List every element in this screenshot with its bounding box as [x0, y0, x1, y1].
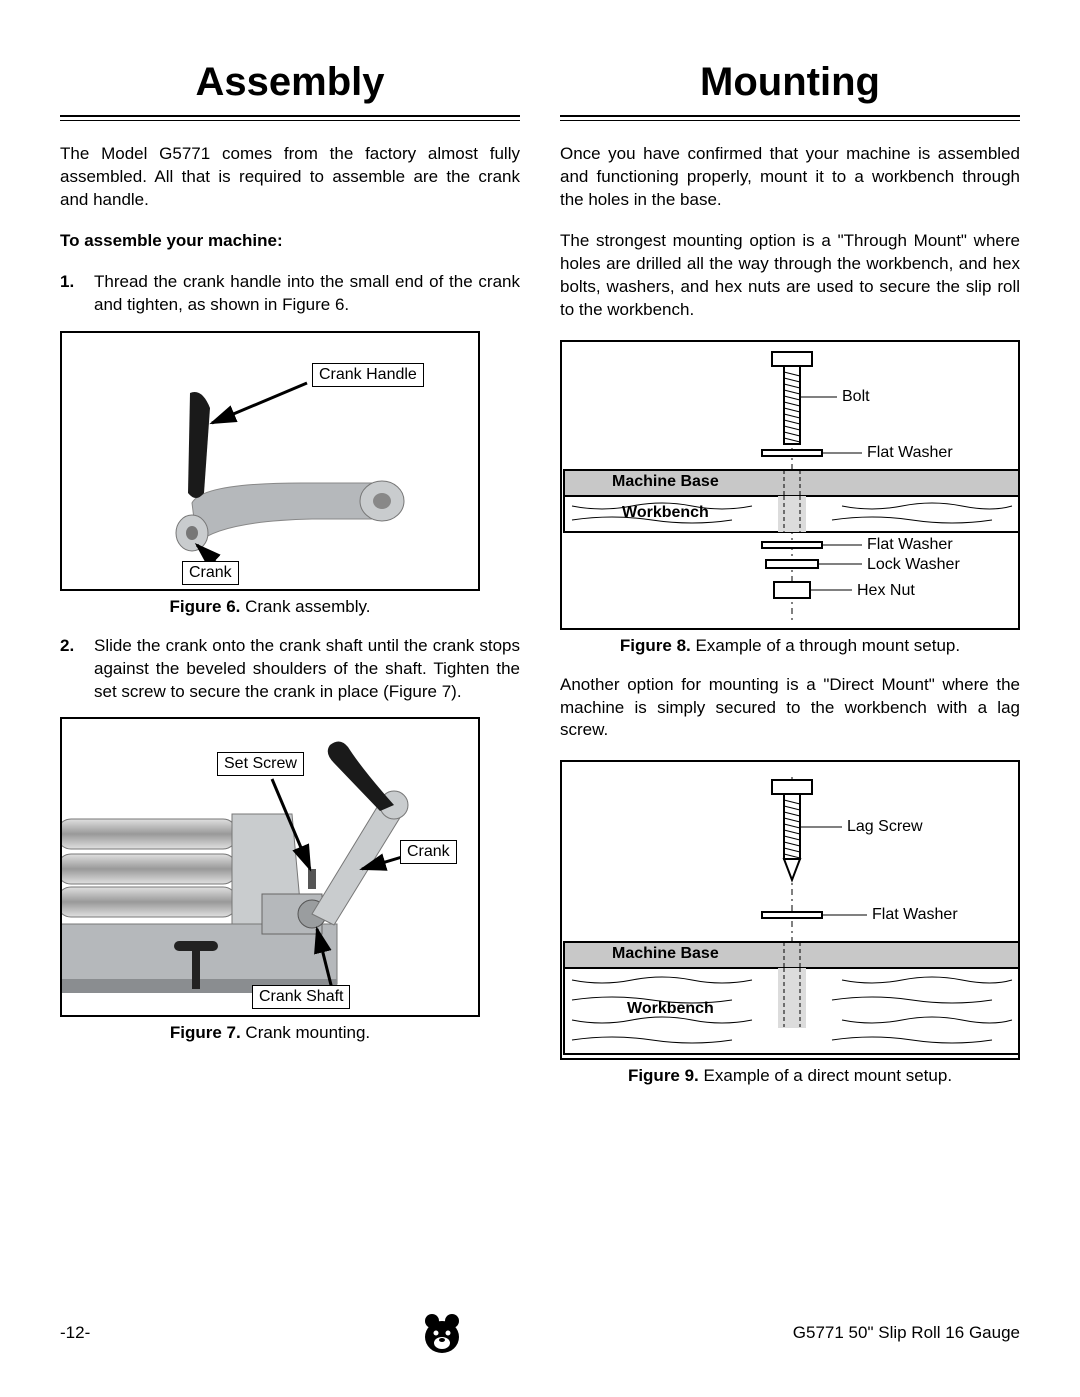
mounting-p3: Another option for mounting is a "Direct…	[560, 674, 1020, 743]
right-column: Mounting Once you have confirmed that yo…	[560, 60, 1020, 1300]
label-hex-nut: Hex Nut	[857, 582, 915, 600]
heading-rule	[60, 115, 520, 121]
mounting-p2: The strongest mounting option is a "Thro…	[560, 230, 1020, 322]
bear-logo-icon	[418, 1309, 466, 1357]
label-flat-washer-top: Flat Washer	[867, 444, 953, 462]
step-1: Thread the crank handle into the small e…	[60, 271, 520, 317]
assembly-heading: Assembly	[60, 60, 520, 105]
left-column: Assembly The Model G5771 comes from the …	[60, 60, 520, 1300]
figure-7-caption: Figure 7. Crank mounting.	[60, 1023, 480, 1043]
figure-8: Bolt Flat Washer Machine Base Workbench …	[560, 340, 1020, 630]
mounting-heading: Mounting	[560, 60, 1020, 105]
label-crank-7: Crank	[400, 840, 457, 864]
mounting-p1: Once you have confirmed that your machin…	[560, 143, 1020, 212]
figure-9: Lag Screw Flat Washer Machine Base Workb…	[560, 760, 1020, 1060]
figure-9-caption: Figure 9. Example of a direct mount setu…	[560, 1066, 1020, 1086]
page-footer: -12- G5771 50" Slip Roll 16 Gauge	[60, 1309, 1020, 1357]
figure-8-caption: Figure 8. Example of a through mount set…	[560, 636, 1020, 656]
label-flat-washer-9: Flat Washer	[872, 906, 958, 924]
assembly-intro: The Model G5771 comes from the factory a…	[60, 143, 520, 212]
label-crank-handle: Crank Handle	[312, 363, 424, 387]
figure-6-caption: Figure 6. Crank assembly.	[60, 597, 480, 617]
heading-rule-right	[560, 115, 1020, 121]
label-set-screw: Set Screw	[217, 752, 304, 776]
footer-title: G5771 50" Slip Roll 16 Gauge	[793, 1323, 1020, 1343]
label-machine-base: Machine Base	[612, 473, 719, 491]
label-flat-washer-bot: Flat Washer	[867, 536, 953, 554]
label-lag-screw: Lag Screw	[847, 818, 923, 836]
label-machine-base-9: Machine Base	[612, 945, 719, 963]
label-lock-washer: Lock Washer	[867, 556, 960, 574]
label-crank: Crank	[182, 561, 239, 585]
figure-6: Crank Handle Crank	[60, 331, 480, 591]
assembly-subhead: To assemble your machine:	[60, 230, 520, 253]
step-2: Slide the crank onto the crank shaft unt…	[60, 635, 520, 704]
page-number: -12-	[60, 1323, 90, 1343]
label-workbench: Workbench	[622, 504, 709, 522]
label-bolt: Bolt	[842, 388, 870, 406]
label-crank-shaft: Crank Shaft	[252, 985, 350, 1009]
label-workbench-9: Workbench	[627, 1000, 714, 1018]
figure-7: Set Screw Crank Crank Shaft	[60, 717, 480, 1017]
